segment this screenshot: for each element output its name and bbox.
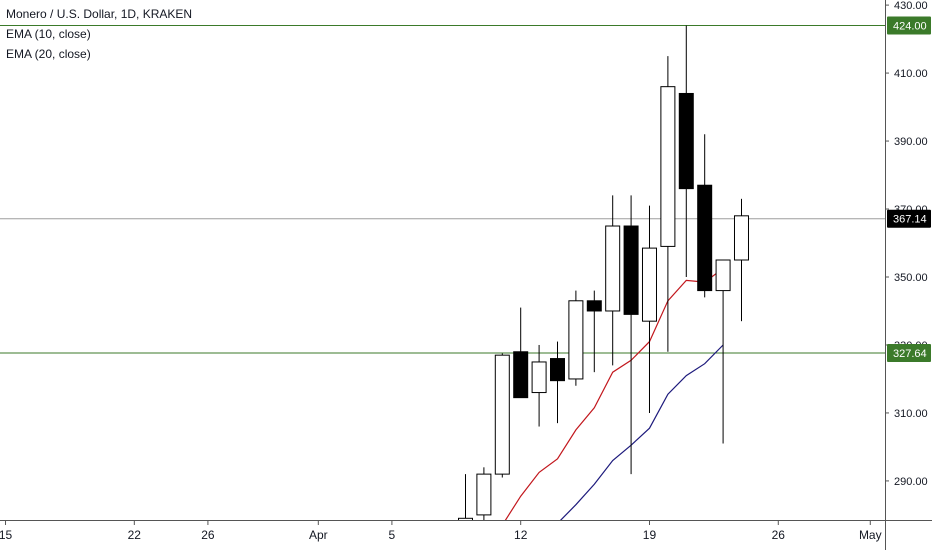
time-tick-label: 19 [643, 528, 657, 542]
horizontal-line-price-label: 327.64 [893, 348, 927, 360]
candle-bearish[interactable] [697, 184, 713, 292]
price-tick-label: 390.00 [894, 136, 928, 148]
candle-bullish[interactable] [605, 225, 621, 312]
time-tick-label: Apr [309, 528, 328, 542]
horizontal-line-price-box[interactable] [887, 343, 931, 362]
time-tick-label: 5 [389, 528, 396, 542]
time-tick-label: 26 [772, 528, 786, 542]
horizontal-line-price-box[interactable] [887, 16, 931, 35]
price-tick-label: 310.00 [894, 408, 928, 420]
horizontal-line-price-label: 424.00 [893, 20, 927, 32]
candle-bullish[interactable] [568, 300, 584, 380]
price-tick-label: 410.00 [894, 68, 928, 80]
ema10-legend[interactable]: EMA (10, close) [6, 27, 91, 41]
price-tick-label: 430.00 [894, 0, 928, 12]
price-tick-label: 290.00 [894, 476, 928, 488]
candle-bullish[interactable] [457, 517, 473, 521]
time-tick-label: 15 [0, 528, 13, 542]
candle-bullish[interactable] [733, 215, 749, 261]
candle-bearish[interactable] [513, 351, 529, 399]
ema20-line[interactable] [558, 344, 724, 523]
time-tick-label: May [859, 528, 882, 542]
candle-bullish[interactable] [494, 354, 510, 475]
candle-bearish[interactable] [549, 358, 565, 382]
candle-bearish[interactable] [678, 92, 694, 190]
last-price-box[interactable] [887, 209, 931, 228]
chart-legend: Monero / U.S. Dollar, 1D, KRAKEN EMA (10… [6, 4, 192, 64]
candle-bullish[interactable] [531, 361, 547, 394]
candle-bullish[interactable] [476, 473, 492, 516]
time-tick-label: 26 [201, 528, 215, 542]
symbol-title[interactable]: Monero / U.S. Dollar, 1D, KRAKEN [6, 7, 193, 21]
ema10-line[interactable] [502, 268, 724, 526]
time-tick-label: 22 [128, 528, 142, 542]
candle-bearish[interactable] [623, 225, 639, 315]
last-price-label: 367.14 [893, 214, 927, 226]
time-tick-label: 12 [514, 528, 528, 542]
ema20-legend[interactable]: EMA (20, close) [6, 47, 91, 61]
candle-bullish[interactable] [715, 259, 731, 292]
price-tick-label: 350.00 [894, 272, 928, 284]
candle-bullish[interactable] [660, 86, 676, 247]
candle-bearish[interactable] [586, 300, 602, 312]
candle-bullish[interactable] [641, 247, 657, 322]
